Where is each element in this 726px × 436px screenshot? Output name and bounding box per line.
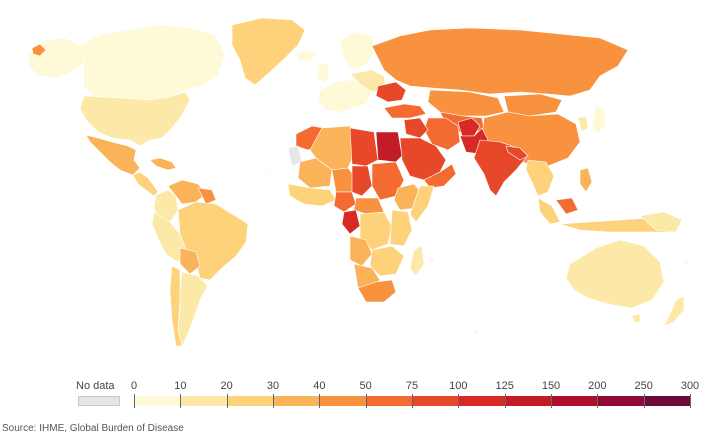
legend-swatch-100-125: [458, 396, 505, 406]
legend-tick-label: 10: [174, 380, 187, 392]
region-united-kingdom[interactable]: [317, 61, 331, 83]
legend-swatch-125-150: [504, 396, 551, 406]
region-philippines[interactable]: [579, 167, 593, 193]
region-iceland[interactable]: [295, 49, 317, 62]
legend-tick-label: 150: [541, 380, 561, 392]
region-kenya-tanzania[interactable]: [389, 209, 413, 247]
region-nigeria[interactable]: [333, 191, 357, 213]
legend-swatch-10-20: [180, 396, 227, 406]
region-ukraine[interactable]: [375, 81, 407, 103]
legend-tick-mark: [180, 394, 182, 408]
region-colombia[interactable]: [153, 189, 179, 223]
region-angola[interactable]: [349, 235, 373, 267]
region-afghanistan[interactable]: [457, 117, 481, 137]
region-turkey[interactable]: [383, 103, 427, 119]
region-egypt[interactable]: [375, 131, 403, 163]
legend-tick-mark: [412, 394, 413, 408]
region-mauritania-mali[interactable]: [297, 157, 333, 189]
legend-tick-label: 250: [634, 380, 653, 392]
legend-tick-mark: [134, 394, 135, 408]
region-scandinavia[interactable]: [339, 31, 375, 71]
legend-tick-mark: [551, 394, 552, 408]
region-western-europe[interactable]: [317, 79, 373, 113]
legend-swatch-50-75: [365, 396, 412, 406]
legend-tick-label: 100: [449, 380, 468, 392]
legend-tick-mark: [504, 394, 506, 408]
region-madagascar[interactable]: [409, 245, 425, 277]
region-south-africa[interactable]: [357, 279, 397, 303]
region-cameroon-gabon[interactable]: [341, 209, 361, 235]
region-greenland[interactable]: [231, 17, 306, 86]
region-southeast-asia[interactable]: [525, 159, 555, 197]
region-zambia-mozambique[interactable]: [369, 245, 405, 277]
region-venezuela[interactable]: [167, 179, 207, 205]
legend-tick-label: 30: [266, 380, 280, 392]
color-legend: No data 0 10 20 30 40 50 75 100 125 150 200 250 300: [0, 374, 726, 410]
legend-tick-mark: [643, 394, 645, 408]
region-sumatra[interactable]: [537, 197, 561, 225]
legend-swatch-250-300: [643, 396, 690, 406]
legend-tick-mark: [597, 394, 599, 408]
legend-tick-mark: [458, 394, 460, 408]
region-japan[interactable]: [591, 103, 607, 135]
region-caribbean[interactable]: [149, 157, 177, 171]
region-chad[interactable]: [351, 165, 373, 197]
region-guianas[interactable]: [197, 187, 217, 205]
legend-tick-label: 40: [313, 380, 326, 392]
region-alaska-west-tip[interactable]: [31, 43, 47, 57]
legend-swatch-0-10: [134, 396, 181, 406]
region-tasmania[interactable]: [631, 313, 641, 323]
legend-tick-mark: [319, 394, 321, 408]
legend-tick-mark: [226, 394, 228, 408]
no-data-swatch: [78, 396, 120, 406]
region-pacific-island[interactable]: [474, 330, 478, 334]
region-libya[interactable]: [349, 127, 379, 167]
legend-swatch-20-30: [226, 396, 273, 406]
region-korea[interactable]: [577, 115, 589, 133]
region-bolivia[interactable]: [179, 247, 201, 275]
region-hawaii[interactable]: [268, 173, 272, 177]
region-mexico[interactable]: [85, 134, 141, 176]
region-australia[interactable]: [565, 239, 665, 309]
region-central-america[interactable]: [132, 171, 159, 197]
world-map: [28, 17, 688, 347]
legend-swatch-75-100: [412, 396, 459, 406]
region-new-zealand[interactable]: [663, 295, 685, 327]
region-new-guinea[interactable]: [639, 211, 683, 233]
source-note: Source: IHME, Global Burden of Disease: [2, 423, 184, 434]
region-west-africa[interactable]: [287, 183, 337, 207]
legend-tick-label: 300: [680, 380, 700, 392]
region-iraq-syria[interactable]: [403, 117, 429, 139]
legend-swatch-40-50: [319, 396, 366, 406]
region-russia[interactable]: [371, 27, 629, 97]
legend-swatch-200-250: [597, 396, 644, 406]
region-pacific-island-2[interactable]: [684, 260, 688, 264]
region-malaysia[interactable]: [555, 197, 579, 215]
region-mauritius[interactable]: [430, 258, 434, 262]
legend-tick-label: 50: [359, 380, 372, 392]
legend-tick-label: 0: [130, 380, 138, 392]
legend-swatch-150-200: [551, 396, 598, 406]
region-canada[interactable]: [79, 24, 226, 101]
legend-tick-mark: [365, 394, 367, 408]
legend-tick-label: 20: [220, 380, 233, 392]
no-data-label: No data: [76, 380, 115, 392]
legend-tick-label: 200: [588, 380, 607, 392]
legend-swatch-30-40: [273, 396, 320, 406]
region-united-states[interactable]: [79, 91, 191, 147]
legend-tick-mark: [690, 394, 691, 408]
region-kazakhstan[interactable]: [427, 89, 505, 117]
legend-tick-label: 125: [495, 380, 514, 392]
region-peru[interactable]: [151, 211, 187, 263]
legend-tick-label: 75: [405, 380, 419, 392]
legend-tick-mark: [273, 394, 274, 408]
region-somalia[interactable]: [409, 185, 435, 223]
region-chile[interactable]: [169, 265, 183, 347]
region-nepal-bangladesh[interactable]: [505, 145, 529, 161]
